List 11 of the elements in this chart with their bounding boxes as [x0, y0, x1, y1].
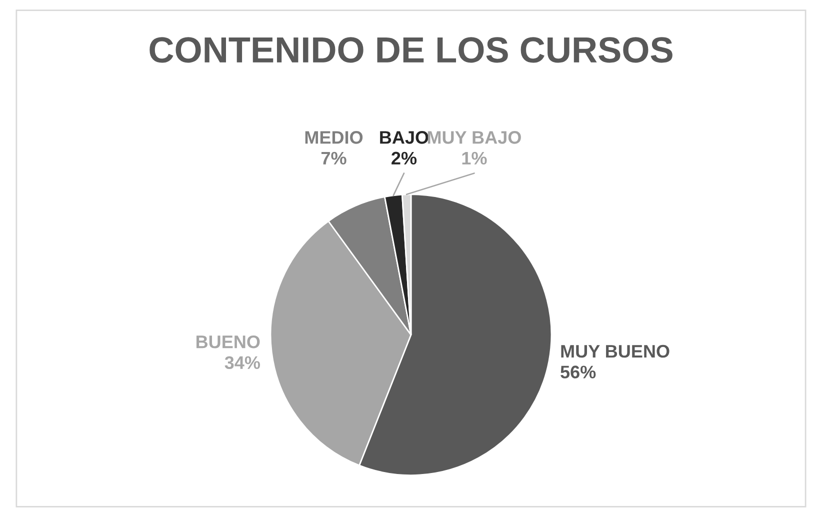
data-label: 2% — [392, 152, 417, 165]
data-label: 7% — [321, 152, 346, 165]
data-label: 56% — [560, 366, 596, 378]
data-label: 34% — [224, 356, 260, 370]
data-label: 1% — [462, 152, 487, 165]
slice-label: BUENO — [196, 335, 260, 348]
chart-title: CONTENIDO DE LOS CURSOS — [150, 37, 672, 63]
slice-label: MUY BAJO — [428, 131, 521, 144]
slice-label: MUY BUENO — [561, 344, 670, 358]
slice-label: MEDIO — [305, 131, 363, 144]
slice-label: BAJO — [380, 131, 428, 144]
